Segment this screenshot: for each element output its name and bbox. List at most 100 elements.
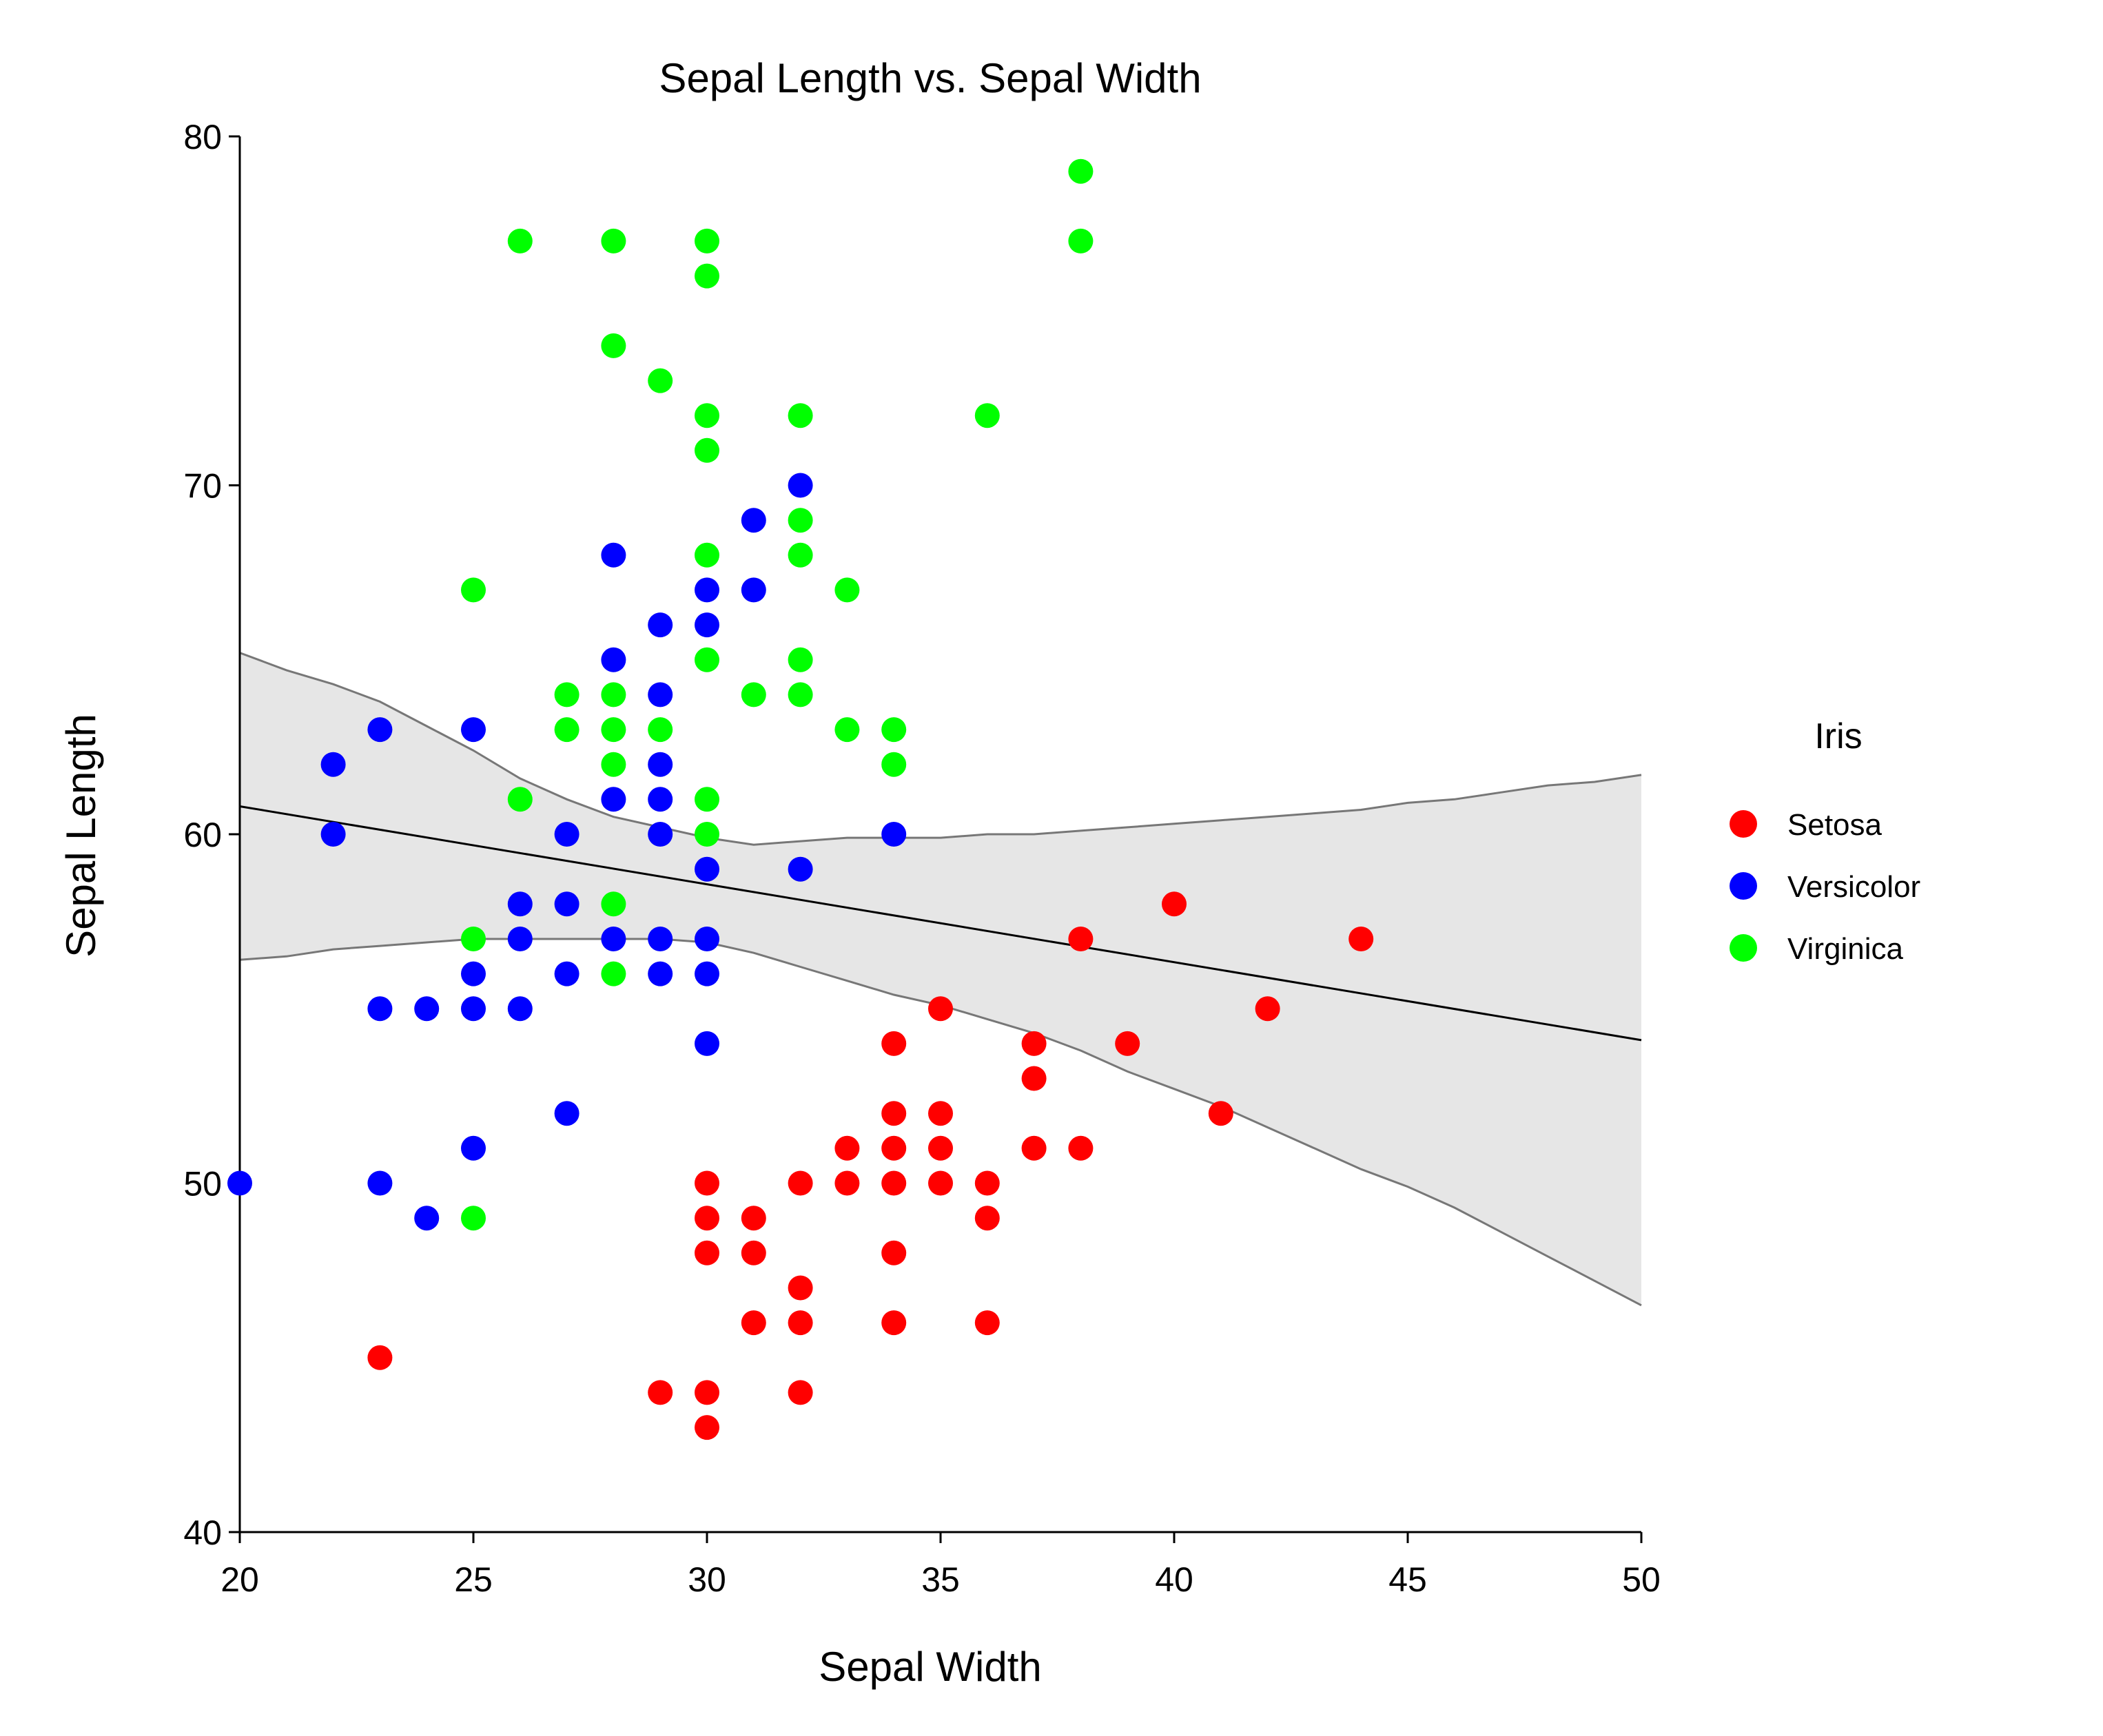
- data-point: [695, 1206, 719, 1231]
- data-point: [974, 403, 1000, 428]
- data-point: [928, 1170, 953, 1196]
- data-point: [601, 682, 626, 707]
- x-tick-label: 50: [1622, 1560, 1661, 1599]
- data-point: [974, 1206, 1000, 1231]
- data-point: [554, 682, 579, 707]
- data-point: [741, 682, 766, 707]
- data-point: [695, 612, 719, 638]
- regression-line: [239, 805, 1642, 1042]
- legend-title: Iris: [1814, 716, 1862, 756]
- x-tick-label: 25: [454, 1560, 493, 1599]
- data-point: [648, 368, 673, 393]
- data-point: [695, 822, 719, 847]
- data-point: [601, 787, 626, 812]
- data-point: [367, 1345, 393, 1370]
- data-point: [1068, 228, 1094, 254]
- data-point: [461, 1206, 486, 1231]
- data-point: [881, 1135, 907, 1161]
- data-point: [1208, 1101, 1233, 1126]
- legend-marker-virginica: [1730, 934, 1757, 962]
- data-point: [695, 577, 719, 603]
- legend: Iris Setosa Versicolor Virginica: [1730, 716, 1920, 966]
- confidence-band: [239, 652, 1642, 1307]
- data-point: [1115, 1031, 1140, 1056]
- data-point: [507, 996, 533, 1022]
- data-point: [788, 647, 813, 672]
- data-point: [1068, 927, 1094, 951]
- data-point: [695, 787, 719, 812]
- data-point: [461, 961, 486, 986]
- data-point: [648, 1380, 673, 1405]
- y-tick-label: 50: [183, 1165, 222, 1203]
- data-point: [648, 682, 673, 707]
- x-tick-label: 35: [921, 1560, 960, 1599]
- data-point: [974, 1310, 1000, 1336]
- data-point: [461, 996, 486, 1022]
- data-point: [601, 333, 626, 358]
- regression-line-group: [239, 805, 1642, 1042]
- data-point: [461, 577, 486, 603]
- data-point: [741, 1206, 766, 1231]
- x-tick-label: 40: [1155, 1560, 1193, 1599]
- data-point: [834, 577, 860, 603]
- data-point: [601, 647, 626, 672]
- data-point: [601, 542, 626, 568]
- data-point: [788, 856, 813, 882]
- x-tick-label: 20: [220, 1560, 259, 1599]
- data-point: [648, 927, 673, 951]
- data-point: [554, 717, 579, 743]
- data-point: [320, 752, 346, 777]
- data-point: [695, 1170, 719, 1196]
- data-point: [507, 891, 533, 917]
- legend-marker-setosa: [1730, 810, 1757, 838]
- data-point: [507, 228, 533, 254]
- data-point: [928, 1101, 953, 1126]
- data-point: [695, 961, 719, 986]
- data-point: [320, 822, 346, 847]
- legend-label-setosa: Setosa: [1787, 808, 1883, 842]
- data-point: [881, 1310, 907, 1336]
- data-point: [788, 1170, 813, 1196]
- data-point: [881, 1240, 907, 1265]
- series-virginica: [461, 158, 1094, 1231]
- data-point: [1021, 1066, 1047, 1091]
- data-point: [695, 927, 719, 951]
- data-point: [788, 542, 813, 568]
- data-point: [601, 752, 626, 777]
- y-tick-label: 60: [183, 816, 222, 854]
- data-point: [695, 1240, 719, 1265]
- data-point: [788, 473, 813, 498]
- data-point: [928, 1135, 953, 1161]
- data-point: [414, 1206, 440, 1231]
- data-point: [367, 1170, 393, 1196]
- data-point: [227, 1170, 252, 1196]
- data-point: [695, 647, 719, 672]
- data-point: [601, 717, 626, 743]
- data-point: [788, 682, 813, 707]
- data-point: [695, 1415, 719, 1440]
- data-point: [648, 612, 673, 638]
- data-point: [648, 822, 673, 847]
- chart-title: Sepal Length vs. Sepal Width: [659, 55, 1201, 101]
- data-point: [695, 437, 719, 463]
- data-point: [788, 1380, 813, 1405]
- data-point: [788, 403, 813, 428]
- data-point: [507, 787, 533, 812]
- data-point: [1068, 158, 1094, 184]
- data-point: [741, 1240, 766, 1265]
- data-point: [367, 717, 393, 743]
- data-point: [695, 1380, 719, 1405]
- data-point: [1162, 891, 1187, 917]
- data-point: [648, 752, 673, 777]
- legend-label-versicolor: Versicolor: [1787, 870, 1920, 904]
- y-tick-label: 40: [183, 1513, 222, 1552]
- data-point: [414, 996, 440, 1022]
- data-point: [974, 1170, 1000, 1196]
- data-point: [741, 508, 766, 533]
- data-point: [834, 1170, 860, 1196]
- data-point: [648, 787, 673, 812]
- data-point: [601, 228, 626, 254]
- data-point: [741, 1310, 766, 1336]
- y-tick-label: 80: [183, 118, 222, 156]
- data-point: [788, 508, 813, 533]
